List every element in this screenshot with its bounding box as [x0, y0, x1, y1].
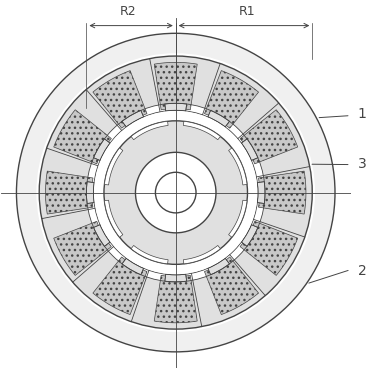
- Circle shape: [16, 33, 335, 352]
- Polygon shape: [208, 110, 229, 127]
- Circle shape: [104, 121, 247, 264]
- Polygon shape: [183, 246, 220, 264]
- Polygon shape: [86, 182, 94, 204]
- Polygon shape: [54, 221, 111, 275]
- Polygon shape: [205, 70, 258, 128]
- Polygon shape: [242, 139, 258, 160]
- Text: 3: 3: [358, 156, 366, 171]
- Polygon shape: [229, 200, 247, 237]
- Polygon shape: [122, 110, 143, 127]
- Polygon shape: [94, 225, 110, 246]
- Polygon shape: [131, 121, 168, 140]
- Polygon shape: [154, 275, 197, 323]
- Polygon shape: [104, 200, 123, 237]
- Polygon shape: [257, 182, 265, 204]
- Polygon shape: [94, 139, 110, 160]
- Polygon shape: [154, 62, 197, 110]
- Polygon shape: [104, 148, 123, 185]
- Circle shape: [86, 104, 265, 282]
- Polygon shape: [165, 104, 187, 111]
- Polygon shape: [45, 171, 93, 214]
- Polygon shape: [93, 70, 147, 128]
- Polygon shape: [131, 246, 168, 264]
- Polygon shape: [208, 258, 229, 275]
- Polygon shape: [183, 121, 220, 140]
- Circle shape: [135, 152, 216, 233]
- Polygon shape: [258, 171, 306, 214]
- Circle shape: [36, 53, 315, 332]
- Text: 1: 1: [358, 107, 366, 121]
- Polygon shape: [93, 257, 147, 315]
- Polygon shape: [240, 110, 298, 164]
- Polygon shape: [229, 148, 247, 185]
- Polygon shape: [122, 258, 143, 275]
- Polygon shape: [54, 110, 111, 164]
- Circle shape: [156, 172, 196, 213]
- Circle shape: [39, 56, 312, 329]
- Circle shape: [94, 111, 257, 274]
- Text: 2: 2: [358, 264, 366, 278]
- Text: R1: R1: [239, 5, 256, 18]
- Text: R2: R2: [119, 5, 136, 18]
- Polygon shape: [165, 274, 187, 282]
- Polygon shape: [205, 257, 258, 315]
- Polygon shape: [242, 225, 258, 246]
- Polygon shape: [240, 221, 298, 275]
